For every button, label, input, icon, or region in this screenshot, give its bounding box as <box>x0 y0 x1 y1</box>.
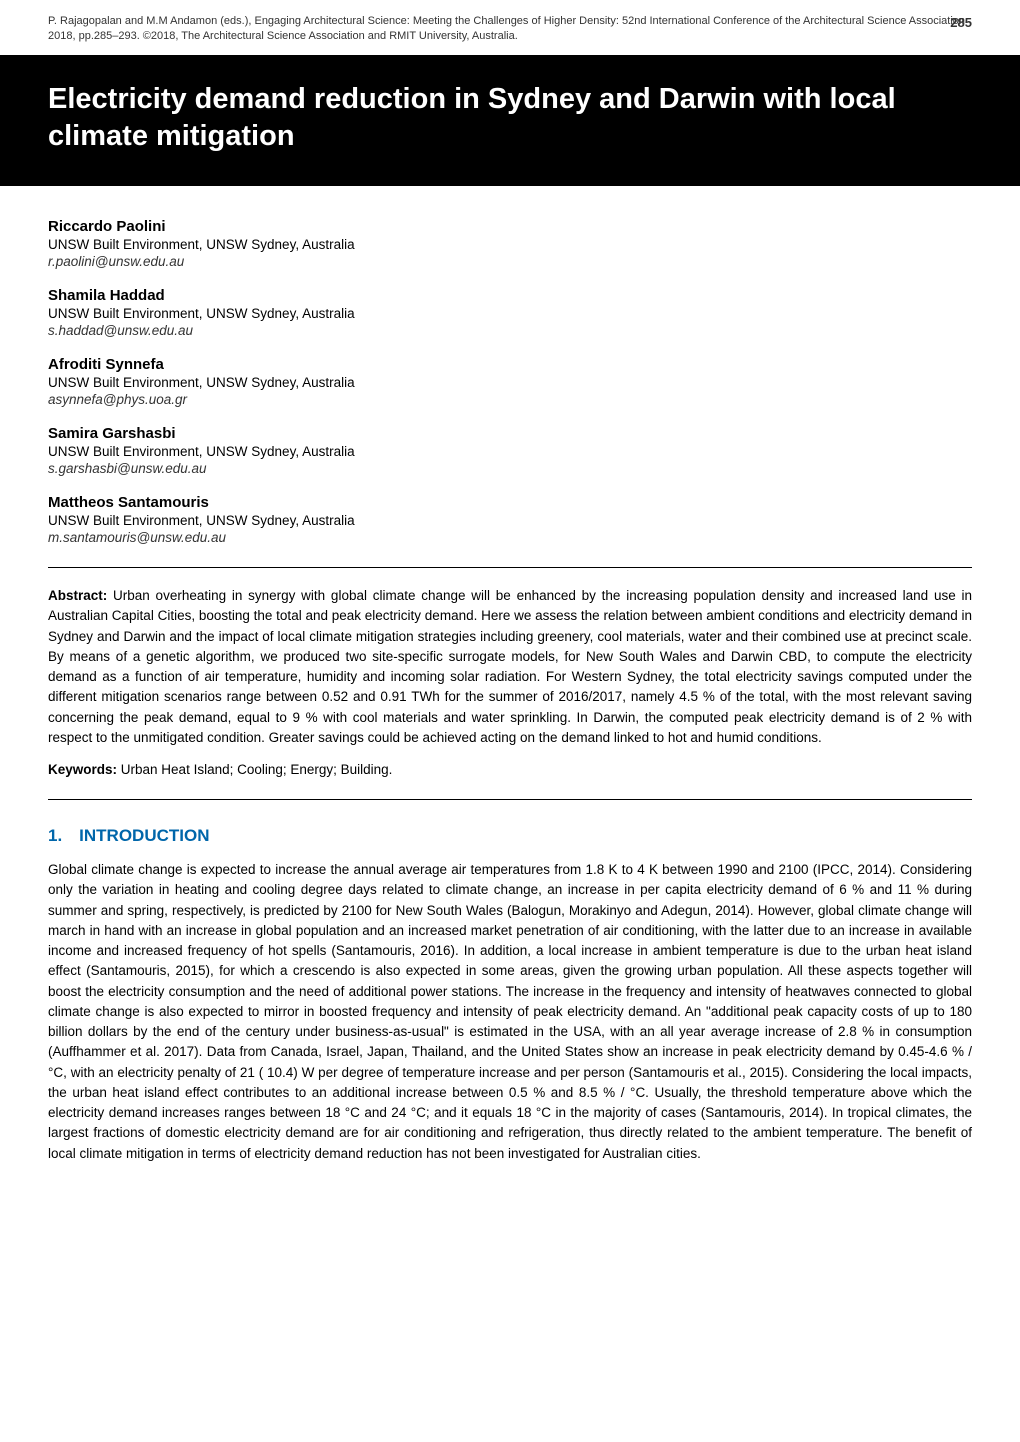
page-number: 285 <box>950 14 972 32</box>
authors-section: Riccardo Paolini UNSW Built Environment, … <box>48 218 972 545</box>
keywords-block: Keywords: Urban Heat Island; Cooling; En… <box>48 762 972 777</box>
abstract-label: Abstract: <box>48 588 107 603</box>
abstract-block: Abstract: Urban overheating in synergy w… <box>48 586 972 748</box>
author-block: Afroditi Synnefa UNSW Built Environment, … <box>48 356 972 407</box>
author-affiliation: UNSW Built Environment, UNSW Sydney, Aus… <box>48 375 972 390</box>
author-email: s.garshasbi@unsw.edu.au <box>48 461 972 476</box>
author-email: r.paolini@unsw.edu.au <box>48 254 972 269</box>
author-block: Riccardo Paolini UNSW Built Environment, … <box>48 218 972 269</box>
author-email: asynnefa@phys.uoa.gr <box>48 392 972 407</box>
author-name: Shamila Haddad <box>48 287 972 304</box>
paper-content: Riccardo Paolini UNSW Built Environment, … <box>0 186 1020 1184</box>
separator-top <box>48 567 972 568</box>
author-affiliation: UNSW Built Environment, UNSW Sydney, Aus… <box>48 237 972 252</box>
author-block: Shamila Haddad UNSW Built Environment, UN… <box>48 287 972 338</box>
author-affiliation: UNSW Built Environment, UNSW Sydney, Aus… <box>48 444 972 459</box>
paper-title: Electricity demand reduction in Sydney a… <box>48 81 972 156</box>
introduction-body: Global climate change is expected to inc… <box>48 860 972 1164</box>
author-name: Samira Garshasbi <box>48 425 972 442</box>
citation-header: P. Rajagopalan and M.M Andamon (eds.), E… <box>0 0 1020 55</box>
section-heading-introduction: 1. INTRODUCTION <box>48 826 972 846</box>
author-email: m.santamouris@unsw.edu.au <box>48 530 972 545</box>
abstract-text: Urban overheating in synergy with global… <box>48 588 972 745</box>
author-affiliation: UNSW Built Environment, UNSW Sydney, Aus… <box>48 306 972 321</box>
title-banner: Electricity demand reduction in Sydney a… <box>0 55 1020 186</box>
author-affiliation: UNSW Built Environment, UNSW Sydney, Aus… <box>48 513 972 528</box>
author-email: s.haddad@unsw.edu.au <box>48 323 972 338</box>
citation-text: P. Rajagopalan and M.M Andamon (eds.), E… <box>48 15 965 42</box>
author-name: Afroditi Synnefa <box>48 356 972 373</box>
keywords-label: Keywords: <box>48 762 117 777</box>
separator-bottom <box>48 799 972 800</box>
author-name: Riccardo Paolini <box>48 218 972 235</box>
keywords-text: Urban Heat Island; Cooling; Energy; Buil… <box>117 762 392 777</box>
author-block: Mattheos Santamouris UNSW Built Environme… <box>48 494 972 545</box>
author-block: Samira Garshasbi UNSW Built Environment, … <box>48 425 972 476</box>
author-name: Mattheos Santamouris <box>48 494 972 511</box>
